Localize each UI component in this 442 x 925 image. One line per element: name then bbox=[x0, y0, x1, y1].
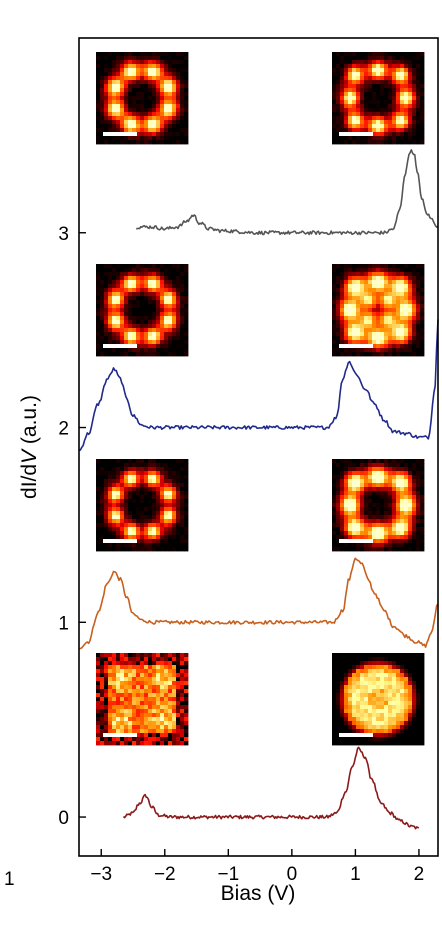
scale-bar bbox=[339, 344, 373, 348]
scale-bar bbox=[339, 539, 373, 543]
x-tick-label: 2 bbox=[414, 864, 425, 885]
inset-second-left bbox=[96, 264, 189, 357]
spectrum-series-2 bbox=[78, 319, 439, 452]
scale-bar bbox=[103, 344, 137, 348]
spectrum-series-1 bbox=[78, 557, 439, 650]
x-tick-label: −1 bbox=[217, 864, 239, 885]
plot-frame bbox=[78, 37, 439, 857]
stm-image-insets bbox=[96, 52, 425, 746]
inset-top-right bbox=[332, 52, 425, 145]
stray-label: 1 bbox=[4, 869, 15, 890]
y-tick-label: 3 bbox=[58, 224, 69, 245]
inset-second-right bbox=[332, 264, 425, 357]
x-tick-label: 0 bbox=[287, 864, 298, 885]
scale-bar bbox=[103, 132, 137, 136]
inset-third-left bbox=[96, 459, 189, 552]
y-axis-label: dI/dV (a.u.) bbox=[18, 395, 41, 499]
inset-top-left bbox=[96, 52, 189, 145]
y-tick-label: 0 bbox=[58, 808, 69, 829]
x-tick-label: −3 bbox=[90, 864, 112, 885]
inset-third-right bbox=[332, 459, 425, 552]
y-tick-label: 1 bbox=[58, 613, 69, 634]
spectra-curves bbox=[78, 149, 439, 830]
spectrum-series-0 bbox=[122, 746, 420, 830]
inset-bottom-right bbox=[332, 653, 425, 746]
y-tick-label: 2 bbox=[58, 419, 69, 440]
x-tick-label: 1 bbox=[350, 864, 361, 885]
scale-bar bbox=[339, 733, 373, 737]
axis-ticks: −3 −2 −1 0 1 2 0 1 2 3 bbox=[58, 224, 424, 885]
scale-bar bbox=[103, 733, 137, 737]
scale-bar bbox=[339, 132, 373, 136]
spectrum-series-3 bbox=[136, 149, 439, 236]
scale-bar bbox=[103, 539, 137, 543]
x-axis-label: Bias (V) bbox=[221, 882, 296, 905]
inset-bottom-left bbox=[96, 653, 189, 746]
x-tick-label: −2 bbox=[154, 864, 176, 885]
